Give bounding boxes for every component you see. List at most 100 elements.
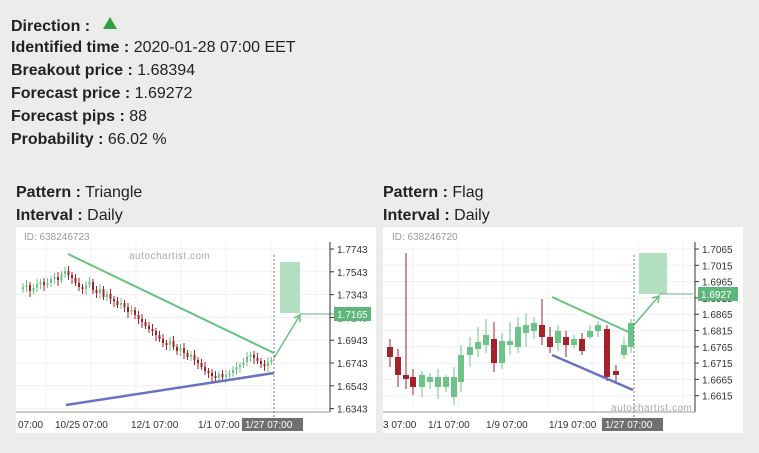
- triangle-chart[interactable]: ID: 638246723 autochartist.com 1.7743 1.7…: [16, 227, 376, 433]
- flag-chart-svg: ID: 638246720 autochartist.com 1.7065 1.7…: [383, 232, 738, 431]
- candle: [186, 353, 189, 357]
- forecast-arrow: [273, 314, 301, 359]
- candle: [85, 285, 87, 289]
- candle: [256, 358, 259, 361]
- candle: [120, 303, 122, 305]
- forecast-price-value: 1.69272: [134, 85, 193, 102]
- candle: [74, 278, 77, 283]
- candle: [116, 301, 119, 305]
- forecast-arrowhead: [293, 313, 301, 322]
- candle: [531, 323, 537, 331]
- candle: [151, 329, 154, 331]
- y-tick-label: 1.6965: [702, 278, 733, 289]
- candle: [204, 367, 206, 371]
- candle: [92, 282, 94, 290]
- candle: [242, 362, 245, 365]
- x-tick: 1/1 07:00: [428, 420, 470, 431]
- candle: [403, 375, 409, 379]
- pattern-row: Pattern : Triangle: [16, 181, 142, 204]
- triangle-chart-svg: ID: 638246723 autochartist.com 1.7743 1.7…: [16, 232, 371, 431]
- candle: [67, 271, 70, 275]
- candle: [228, 373, 231, 375]
- candle: [148, 326, 150, 329]
- candle: [214, 376, 217, 378]
- candle: [57, 277, 59, 280]
- candle: [499, 341, 505, 363]
- candle: [232, 370, 234, 373]
- current-price-tag: [334, 307, 371, 321]
- candle: [123, 303, 126, 307]
- current-price-label: 1.7165: [337, 310, 368, 321]
- pattern-value: Flag: [452, 184, 484, 201]
- candle: [172, 341, 175, 347]
- panel-flag-header: Pattern : Flag Interval : Daily: [383, 181, 490, 227]
- candle: [127, 307, 129, 312]
- identified-time-label: Identified time :: [11, 39, 130, 56]
- candle: [507, 341, 513, 345]
- candle: [628, 323, 634, 347]
- pattern-value: Triangle: [85, 184, 143, 201]
- candle: [621, 345, 627, 355]
- candle: [95, 290, 98, 293]
- candle: [246, 357, 248, 362]
- candle: [387, 347, 393, 357]
- candle: [144, 322, 147, 326]
- candle: [218, 374, 220, 378]
- breakout-price-label: Breakout price :: [11, 62, 133, 79]
- candle: [158, 335, 161, 339]
- x-tick: 10/25 07:00: [55, 420, 108, 431]
- y-tick-label: 1.7015: [702, 261, 733, 272]
- y-tick-label: 1.6743: [337, 359, 368, 370]
- candle: [106, 294, 108, 297]
- y-tick-label: 1.6815: [702, 327, 733, 338]
- triangle-up-icon: [102, 13, 117, 36]
- x-tick: 1/19 07:00: [549, 420, 597, 431]
- candle: [249, 355, 252, 357]
- current-price-tag: [698, 287, 738, 301]
- candle: [46, 283, 49, 285]
- x-highlight-tag: [602, 418, 663, 431]
- pattern-label: Pattern :: [16, 184, 81, 201]
- interval-label: Interval :: [383, 207, 450, 224]
- candle: [43, 282, 45, 285]
- candle: [60, 274, 63, 280]
- candle: [113, 299, 115, 301]
- watermark: autochartist.com: [129, 251, 210, 262]
- candle: [435, 377, 441, 387]
- candle: [483, 335, 489, 345]
- x-highlight-label: 1/27 07:00: [605, 420, 653, 431]
- y-tick-label: 1.7065: [702, 245, 733, 256]
- candle: [571, 339, 577, 345]
- candle: [270, 360, 273, 362]
- candle: [176, 347, 178, 351]
- probability-row: Probability : 66.02 %: [11, 128, 296, 151]
- candle: [547, 337, 553, 347]
- x-highlight-label: 1/27 07:00: [245, 420, 293, 431]
- y-tick-label: 1.7543: [337, 268, 368, 279]
- forecast-arrow: [632, 295, 660, 327]
- candle: [99, 289, 101, 293]
- candle: [197, 360, 199, 363]
- candle: [451, 377, 457, 397]
- candle: [200, 363, 203, 367]
- resistance-trendline: [551, 296, 634, 335]
- y-tick-label: 1.6765: [702, 343, 733, 354]
- interval-label: Interval :: [16, 207, 83, 224]
- x-highlight-tag: [242, 418, 303, 431]
- candle: [263, 364, 266, 366]
- forecast-zone: [280, 262, 300, 313]
- candle: [137, 315, 140, 319]
- interval-value: Daily: [87, 207, 123, 224]
- candle: [587, 331, 593, 337]
- candle: [225, 375, 227, 377]
- candle: [221, 374, 224, 377]
- candle: [555, 331, 561, 343]
- breakout-price-value: 1.68394: [137, 62, 196, 79]
- interval-row: Interval : Daily: [16, 204, 142, 227]
- y-tick-label: 1.7743: [337, 245, 368, 256]
- forecast-pips-row: Forecast pips : 88: [11, 105, 296, 128]
- direction-label: Direction :: [11, 18, 91, 35]
- chart-id: ID: 638246723: [24, 232, 90, 243]
- candle: [71, 275, 73, 278]
- flag-chart[interactable]: ID: 638246720 autochartist.com 1.7065 1.7…: [383, 227, 743, 433]
